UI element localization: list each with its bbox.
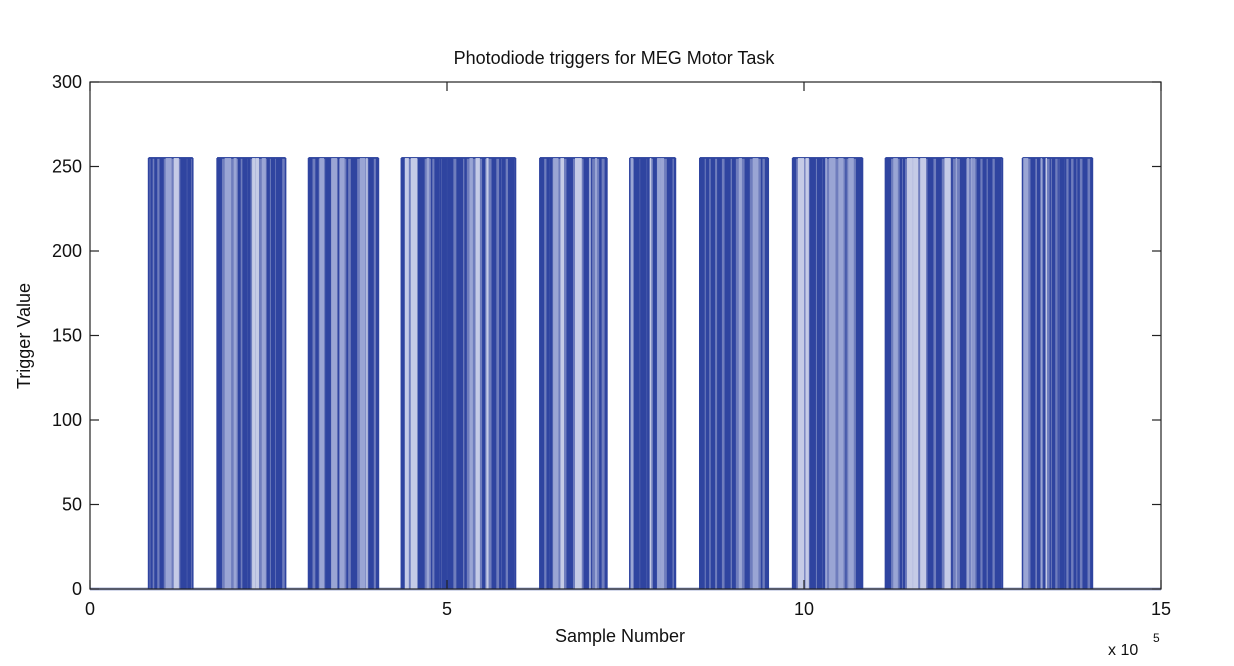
y-tick-label: 100 [52,410,82,430]
chart-title: Photodiode triggers for MEG Motor Task [454,48,776,68]
x-tick-label: 0 [85,599,95,619]
trigger-block-8 [791,157,864,590]
trigger-block-2 [216,157,287,590]
trigger-block-7 [699,157,770,590]
x-exponent-label: x 10 [1108,642,1138,659]
y-tick-label: 200 [52,241,82,261]
x-tick-label: 10 [794,599,814,619]
y-tick-label: 50 [62,495,82,515]
trigger-block-10 [1021,157,1094,590]
x-axis-label: Sample Number [555,626,685,646]
y-tick-label: 300 [52,72,82,92]
trigger-block-4 [400,157,517,590]
y-axis-label: Trigger Value [14,283,34,389]
x-tick-label: 5 [442,599,452,619]
x-tick-label: 15 [1151,599,1171,619]
trigger-block-1 [147,157,194,590]
y-tick-label: 250 [52,157,82,177]
x-axis: 0 5 10 15 [85,82,1171,619]
y-axis: 0 50 100 150 200 250 300 [52,72,1161,599]
x-exponent-power: 5 [1153,631,1160,645]
y-tick-label: 0 [72,579,82,599]
trigger-block-3 [307,157,380,590]
y-tick-label: 150 [52,326,82,346]
trigger-block-6 [629,157,677,590]
trigger-signal [90,157,1161,591]
trigger-block-5 [539,157,608,590]
trigger-block-9 [884,157,1004,590]
